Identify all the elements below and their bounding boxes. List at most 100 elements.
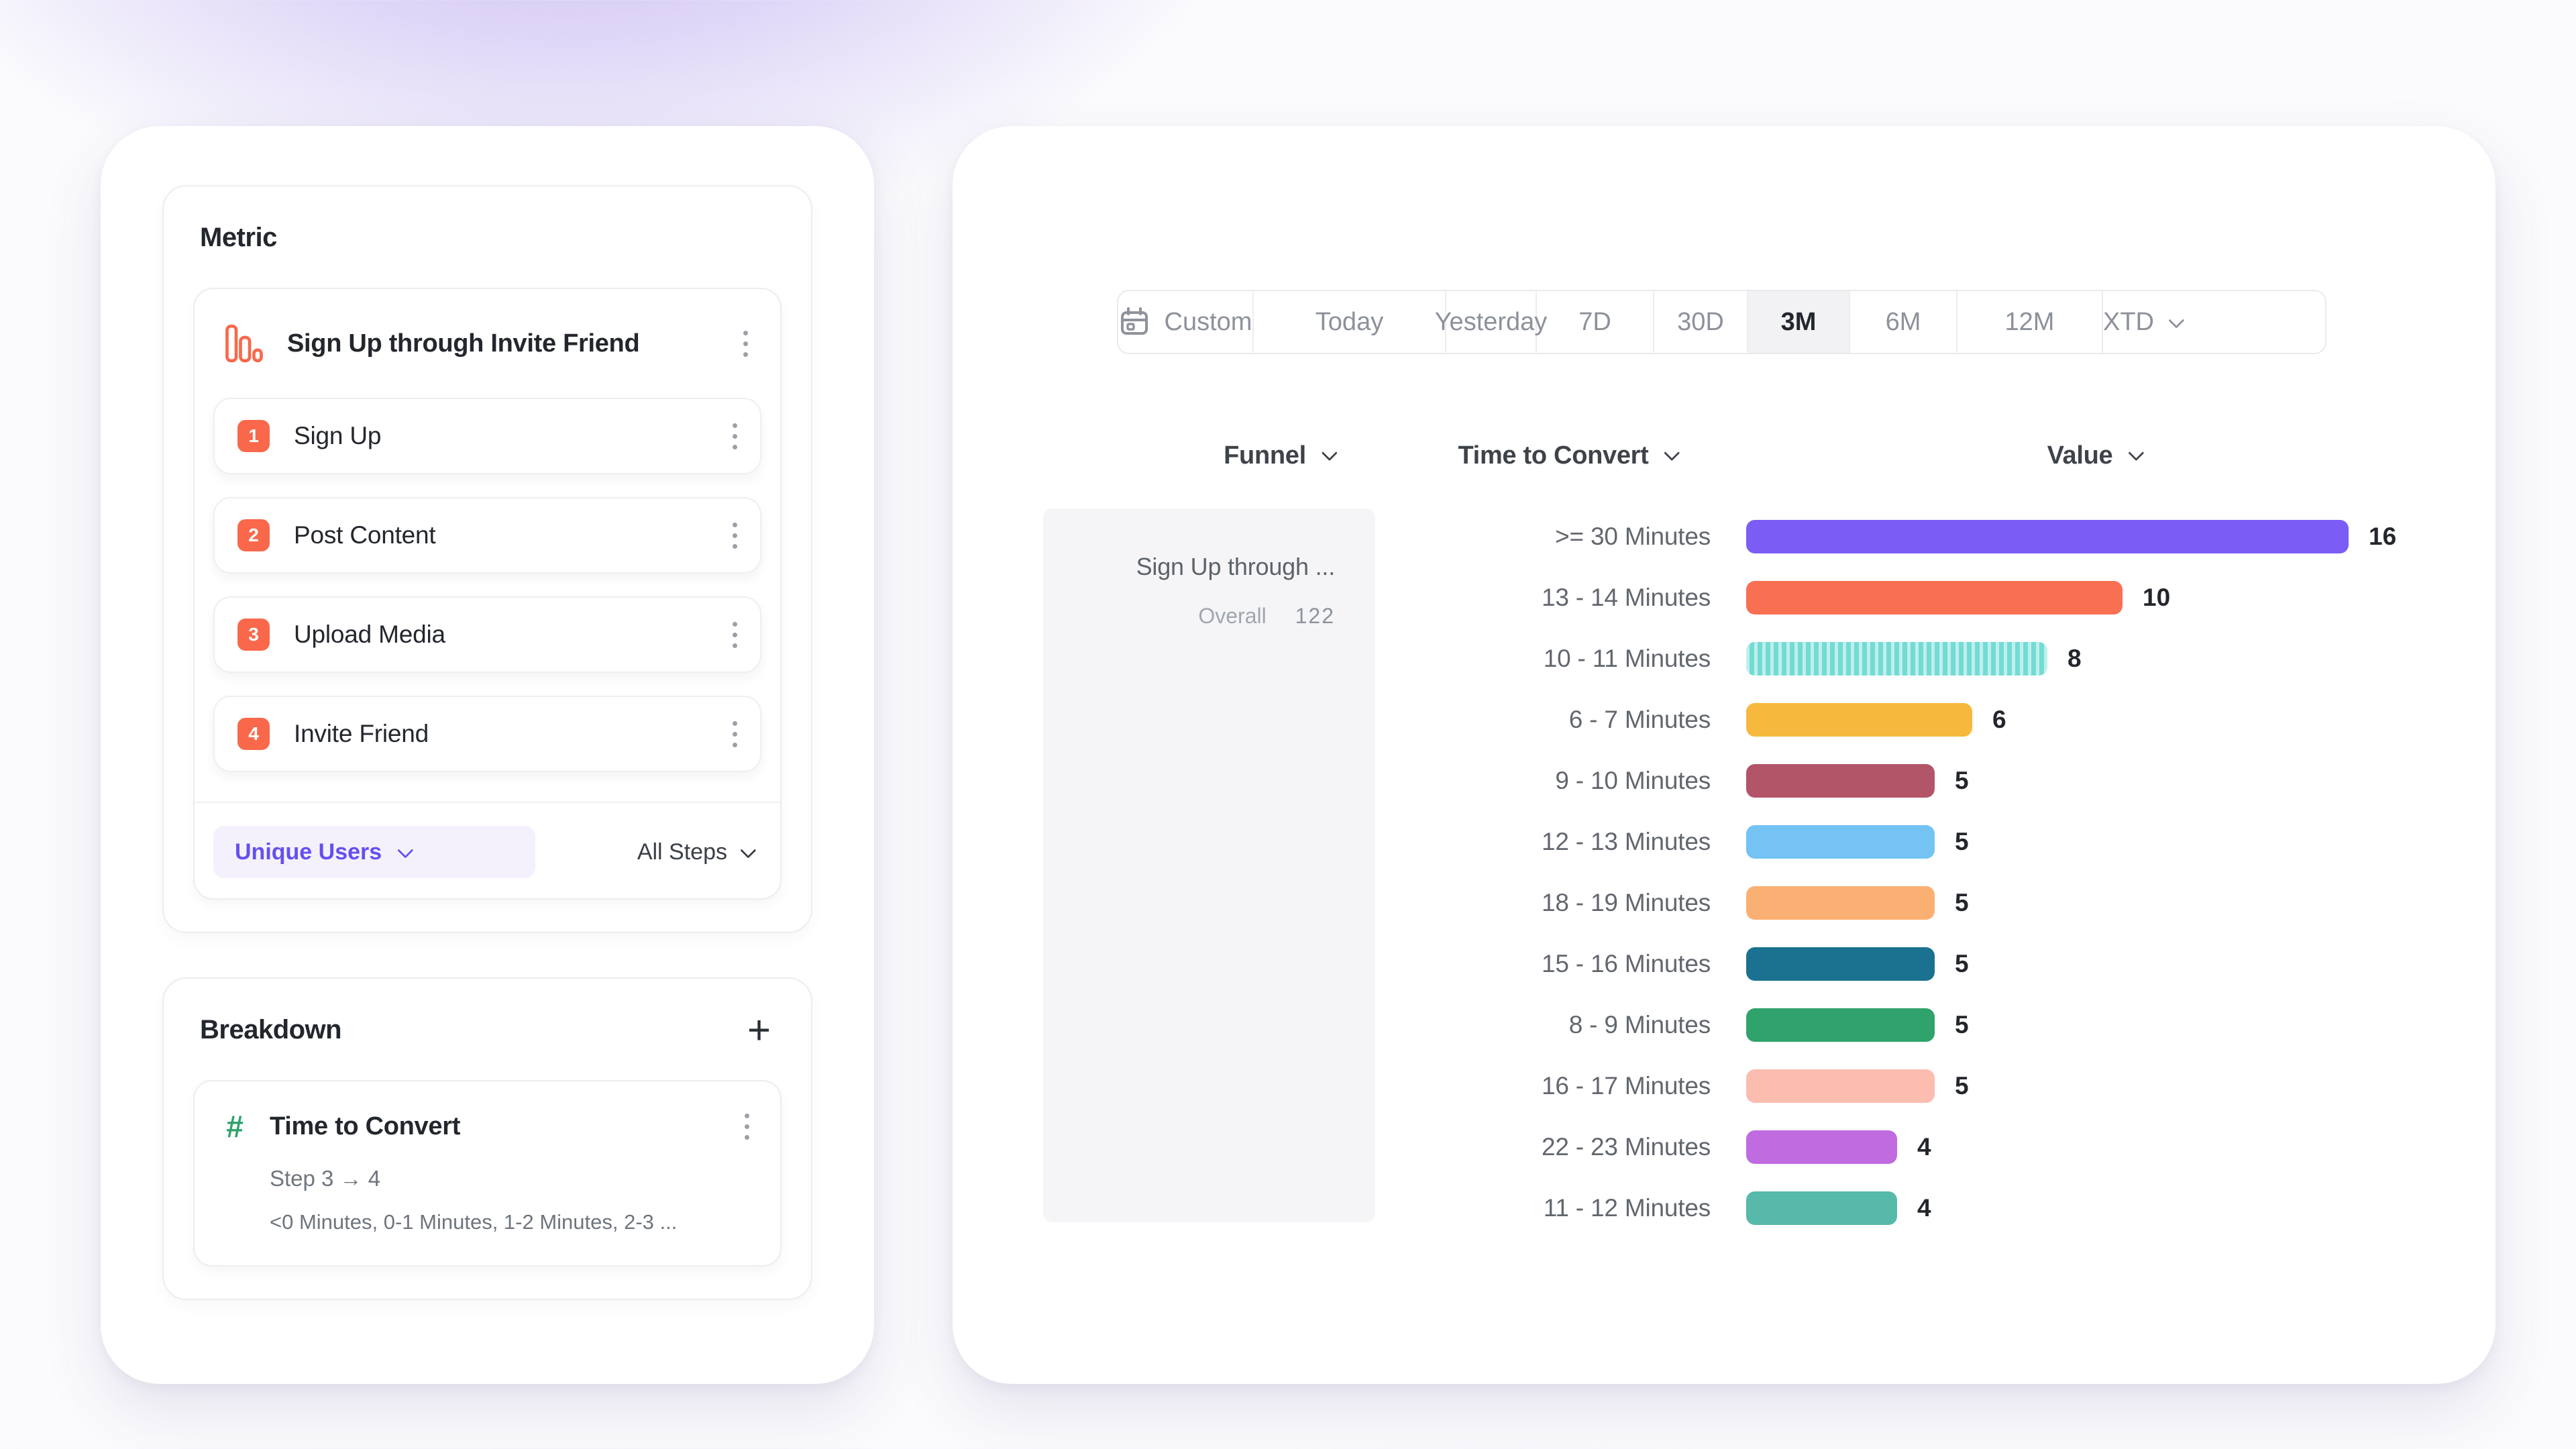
breakdown-card[interactable]: # Time to Convert Step 3 → 4 <0 Minutes,… (193, 1080, 782, 1267)
overall-label: Overall (1198, 604, 1267, 628)
column-header-funnel-label: Funnel (1224, 441, 1306, 470)
kebab-menu-icon[interactable] (726, 519, 744, 553)
step-row[interactable]: 3 Upload Media (213, 596, 761, 673)
date-range-option-label: 12M (2004, 307, 2055, 336)
step-row[interactable]: 2 Post Content (213, 497, 761, 574)
counting-method-dropdown[interactable]: Unique Users (213, 826, 535, 878)
kebab-menu-icon[interactable] (726, 419, 744, 453)
step-label: Post Content (294, 521, 436, 549)
chevron-down-icon (1321, 445, 1338, 462)
step-number-badge: 4 (237, 718, 270, 750)
chart: >= 30 Minutes 16 13 - 14 Minutes 10 10 - 11 … (1395, 506, 2576, 1238)
chart-bar[interactable] (1746, 1130, 1897, 1164)
date-range-option[interactable]: 12M (1957, 291, 2103, 353)
chevron-down-icon (397, 842, 414, 859)
chart-row-label: 12 - 13 Minutes (1541, 827, 1711, 855)
chart-bar[interactable] (1746, 824, 1935, 859)
chart-row: 13 - 14 Minutes 10 (1395, 567, 2576, 628)
chart-bar[interactable] (1746, 763, 1935, 798)
kebab-menu-icon[interactable] (726, 618, 744, 652)
kebab-menu-icon[interactable] (726, 717, 744, 751)
hash-icon: # (226, 1109, 244, 1144)
chart-bar-value: 5 (1955, 949, 1969, 977)
kebab-menu-icon[interactable] (737, 327, 755, 361)
date-range-option-label: 30D (1677, 307, 1724, 336)
chart-row-label: 22 - 23 Minutes (1541, 1132, 1711, 1161)
funnel-metric-card[interactable]: Sign Up through Invite Friend 1 Sign Up … (193, 288, 782, 900)
step-label: Invite Friend (294, 720, 429, 747)
overall-value: 122 (1295, 604, 1335, 628)
column-header-value[interactable]: Value (2047, 441, 2145, 470)
metric-section: Metric Sign Up through Invite Friend 1 S… (162, 185, 812, 933)
funnel-summary-name: Sign Up through ... (1136, 553, 1336, 580)
funnel-steps-list: 1 Sign Up 2 Post Content 3 Upload Media … (213, 398, 761, 772)
date-range-option[interactable]: 6M (1850, 291, 1957, 353)
chart-bar[interactable] (1746, 702, 1972, 737)
chart-row: 22 - 23 Minutes 4 (1395, 1116, 2576, 1177)
chart-bar[interactable] (1746, 1008, 1935, 1042)
chevron-down-icon (2168, 312, 2185, 329)
chart-row: >= 30 Minutes 16 (1395, 506, 2576, 567)
column-header-breakdown-label: Time to Convert (1458, 441, 1649, 470)
chart-bar[interactable] (1746, 1191, 1897, 1225)
chart-row: 10 - 11 Minutes 8 (1395, 628, 2576, 689)
chart-bar[interactable] (1746, 885, 1935, 920)
steps-scope-label: All Steps (637, 839, 727, 865)
step-number-badge: 3 (237, 619, 270, 651)
step-row[interactable]: 4 Invite Friend (213, 696, 761, 772)
chart-bar-value: 5 (1955, 1071, 1969, 1099)
chart-row-label: 15 - 16 Minutes (1541, 949, 1711, 977)
date-range-option[interactable]: 3M (1748, 291, 1850, 353)
chart-row-label: 6 - 7 Minutes (1568, 705, 1711, 733)
column-header-funnel[interactable]: Funnel (1224, 441, 1338, 470)
date-range-option-label: Today (1315, 307, 1384, 336)
counting-method-label: Unique Users (235, 839, 382, 865)
date-range-option-label: Custom (1164, 307, 1252, 336)
chart-bar[interactable] (1746, 580, 2123, 614)
chart-bar[interactable] (1746, 947, 1935, 981)
chevron-down-icon (2128, 445, 2145, 462)
date-range-option[interactable]: XTD (2103, 291, 2185, 353)
chart-bar-value: 5 (1955, 766, 1969, 794)
breakdown-property-name: Time to Convert (270, 1112, 461, 1140)
step-number-badge: 2 (237, 519, 270, 551)
chart-bar-value: 5 (1955, 888, 1969, 916)
date-range-option[interactable]: 30D (1654, 291, 1748, 353)
add-breakdown-button[interactable]: + (747, 1007, 771, 1053)
chart-row: 9 - 10 Minutes 5 (1395, 750, 2576, 811)
breakdown-section: Breakdown + # Time to Convert Step 3 → 4… (162, 977, 812, 1300)
chart-bar[interactable] (1746, 1069, 1935, 1103)
chart-row: 15 - 16 Minutes 5 (1395, 933, 2576, 994)
chart-bar-value: 10 (2143, 583, 2171, 611)
date-range-option[interactable]: 7D (1537, 291, 1654, 353)
breakdown-buckets-preview: <0 Minutes, 0-1 Minutes, 1-2 Minutes, 2-… (270, 1210, 678, 1234)
chart-bar-value: 5 (1955, 827, 1969, 855)
chart-row-label: 8 - 9 Minutes (1568, 1010, 1711, 1038)
chart-row-label: 13 - 14 Minutes (1541, 583, 1711, 611)
steps-scope-dropdown[interactable]: All Steps (637, 839, 757, 865)
funnel-summary-card[interactable]: Sign Up through ... Overall 122 (1043, 508, 1375, 1222)
query-builder-panel: Metric Sign Up through Invite Friend 1 S… (101, 126, 874, 1384)
chart-bar[interactable] (1746, 519, 2349, 553)
step-row[interactable]: 1 Sign Up (213, 398, 761, 474)
chevron-down-icon (740, 842, 757, 859)
date-range-option-label: Yesterday (1434, 307, 1548, 336)
date-range-option-label: XTD (2103, 307, 2154, 336)
breakdown-section-title: Breakdown (200, 1015, 342, 1044)
step-number-badge: 1 (237, 420, 270, 452)
chart-row-label: >= 30 Minutes (1555, 522, 1711, 550)
chart-bar-value: 4 (1917, 1193, 1931, 1222)
metric-section-title: Metric (200, 223, 277, 252)
date-range-option[interactable]: Yesterday (1435, 291, 1547, 353)
date-range-option[interactable]: Custom (1118, 291, 1254, 353)
chart-row-label: 9 - 10 Minutes (1555, 766, 1711, 794)
funnel-chart-icon (225, 324, 263, 363)
chart-bar[interactable] (1746, 641, 2047, 676)
chart-row: 16 - 17 Minutes 5 (1395, 1055, 2576, 1116)
date-range-option[interactable]: Today (1254, 291, 1446, 353)
chart-bar-value: 8 (2068, 644, 2082, 672)
chart-bar-value: 4 (1917, 1132, 1931, 1161)
column-header-breakdown[interactable]: Time to Convert (1458, 441, 1680, 470)
kebab-menu-icon[interactable] (738, 1110, 756, 1144)
breakdown-step-range: Step 3 → 4 (270, 1166, 381, 1191)
